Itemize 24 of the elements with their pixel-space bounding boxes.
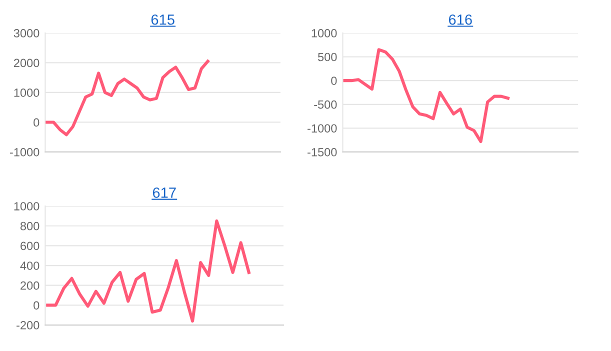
y-tick-label: 400 <box>20 262 40 270</box>
y-tick-label: 600 <box>20 242 40 250</box>
y-tick-label: 500 <box>318 52 337 62</box>
y-tick-label: 1000 <box>312 29 337 38</box>
chart-title: 617 <box>152 188 176 198</box>
y-tick-label: 1000 <box>14 88 40 97</box>
y-tick-label: 0 <box>34 118 40 127</box>
y-tick-label: -1000 <box>308 124 337 133</box>
y-tick-label: -1500 <box>308 148 337 156</box>
y-tick-label: 200 <box>20 281 40 290</box>
y-tick-label: -1000 <box>10 148 40 156</box>
y-tick-label: 800 <box>20 222 40 230</box>
chart-title: 616 <box>448 14 472 25</box>
line-series <box>46 60 210 136</box>
line-series <box>46 219 250 323</box>
chart-title: 615 <box>151 14 174 25</box>
line-series <box>343 48 510 144</box>
y-tick-label: -200 <box>16 321 40 330</box>
y-tick-label: 1000 <box>14 202 40 210</box>
y-tick-label: -500 <box>314 100 337 109</box>
y-tick-label: 0 <box>34 301 40 310</box>
y-tick-label: 2000 <box>14 58 40 68</box>
y-tick-label: 0 <box>331 76 337 85</box>
y-tick-label: 3000 <box>14 29 40 38</box>
